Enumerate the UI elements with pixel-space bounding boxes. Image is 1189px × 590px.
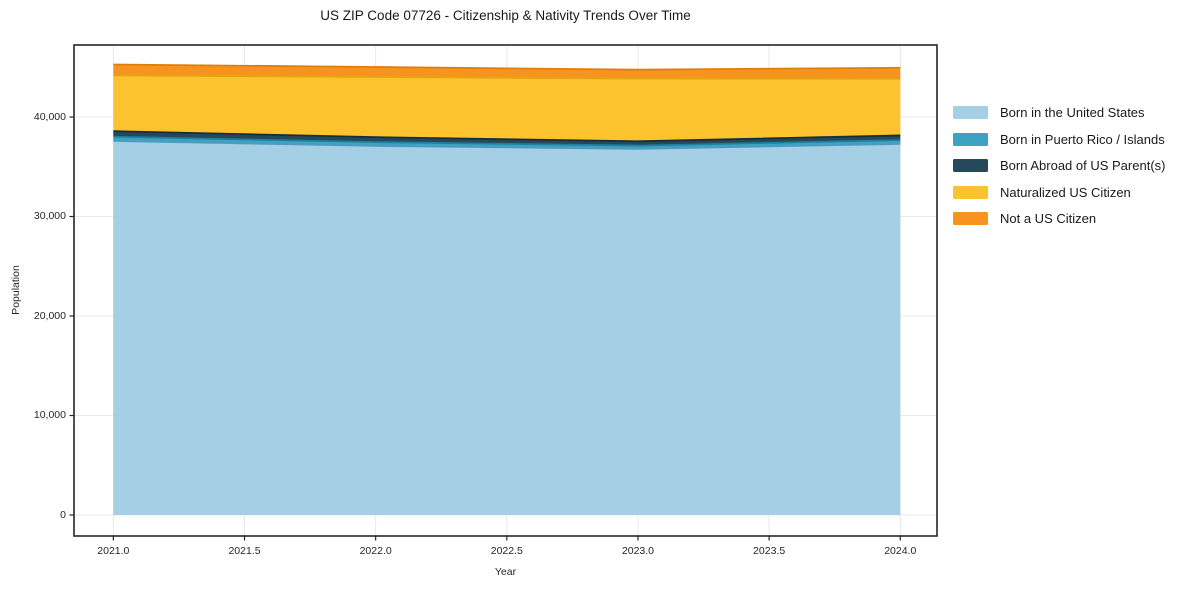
area-not-a-us-citizen xyxy=(113,64,901,79)
legend-swatch xyxy=(953,185,988,199)
area-born-in-puerto-rico-islands xyxy=(113,136,901,149)
legend-swatch xyxy=(953,212,988,226)
tick-marks xyxy=(69,116,901,541)
area-edge-born-in-the-united-states xyxy=(113,140,901,150)
legend-label: Born Abroad of US Parent(s) xyxy=(1000,158,1166,174)
legend: Born in the United States Born in Puerto … xyxy=(953,105,1166,227)
area-born-in-the-united-states xyxy=(113,140,901,516)
legend-swatch xyxy=(953,159,988,173)
y-tick-label: 20,000 xyxy=(33,309,66,322)
y-tick-label: 40,000 xyxy=(33,110,66,123)
legend-item-born-in-puerto-rico-islands: Born in Puerto Rico / Islands xyxy=(953,131,1165,147)
x-tick-label: 2021.5 xyxy=(228,545,261,557)
x-tick-label: 2023.0 xyxy=(621,545,655,557)
y-tick-label: 0 xyxy=(60,508,66,521)
axes-frame xyxy=(73,44,938,537)
legend-swatch xyxy=(953,132,988,146)
area-edge-not-a-us-citizen xyxy=(113,63,901,71)
x-tick-label: 2023.5 xyxy=(753,545,786,557)
legend-label: Born in Puerto Rico / Islands xyxy=(1000,131,1165,147)
area-naturalized-us-citizen xyxy=(113,75,901,142)
y-tick-label: 10,000 xyxy=(33,409,66,421)
legend-swatch xyxy=(953,106,988,120)
x-tick-label: 2024.0 xyxy=(884,545,917,557)
area-edge-born-abroad-of-us-parent-s xyxy=(113,130,901,143)
x-tick-label: 2021.0 xyxy=(97,545,130,557)
y-axis-label: Population xyxy=(10,265,22,315)
x-tick-label: 2022.5 xyxy=(490,545,523,557)
chart-title: US ZIP Code 07726 - Citizenship & Nativi… xyxy=(320,8,691,23)
area-born-abroad-of-us-parent-s xyxy=(113,131,901,146)
y-tick-label: 30,000 xyxy=(33,210,66,223)
legend-label: Not a US Citizen xyxy=(1000,211,1097,227)
legend-item-born-abroad-of-us-parent-s: Born Abroad of US Parent(s) xyxy=(953,158,1166,174)
legend-item-born-in-the-united-states: Born in the United States xyxy=(953,105,1165,121)
x-tick-label: 2022.0 xyxy=(359,545,392,557)
legend-item-not-a-us-citizen: Not a US Citizen xyxy=(953,211,1165,227)
legend-label: Born in the United States xyxy=(1000,105,1145,121)
x-axis-label: Year xyxy=(494,566,517,578)
legend-label: Naturalized US Citizen xyxy=(1000,184,1131,200)
area-edge-naturalized-us-citizen xyxy=(113,74,901,80)
legend-item-naturalized-us-citizen: Naturalized US Citizen xyxy=(953,184,1165,200)
area-edge-born-in-puerto-rico-islands xyxy=(113,135,901,147)
